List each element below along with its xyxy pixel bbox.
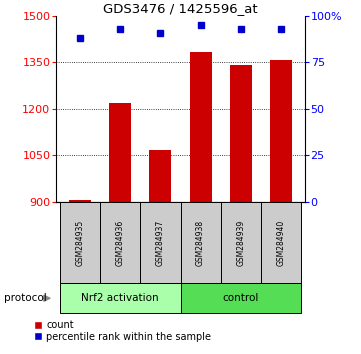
Bar: [60, 202, 100, 283]
Bar: [60, 283, 180, 313]
Bar: [180, 202, 221, 283]
Bar: [180, 283, 301, 313]
Text: GSM284936: GSM284936: [116, 219, 125, 266]
Legend: count, percentile rank within the sample: count, percentile rank within the sample: [34, 320, 212, 342]
Text: GSM284937: GSM284937: [156, 219, 165, 266]
Title: GDS3476 / 1425596_at: GDS3476 / 1425596_at: [103, 2, 258, 15]
Bar: [140, 202, 180, 283]
Bar: [109, 103, 131, 354]
Bar: [149, 150, 171, 354]
Text: GSM284938: GSM284938: [196, 219, 205, 266]
Bar: [190, 52, 212, 354]
Text: protocol: protocol: [4, 293, 46, 303]
Bar: [261, 202, 301, 283]
Bar: [270, 60, 292, 354]
Text: GSM284940: GSM284940: [277, 219, 286, 266]
Bar: [69, 200, 91, 354]
Bar: [230, 65, 252, 354]
Text: GSM284935: GSM284935: [75, 219, 84, 266]
Text: Nrf2 activation: Nrf2 activation: [82, 293, 159, 303]
Text: control: control: [223, 293, 259, 303]
Text: GSM284939: GSM284939: [236, 219, 245, 266]
Bar: [221, 202, 261, 283]
Bar: [100, 202, 140, 283]
